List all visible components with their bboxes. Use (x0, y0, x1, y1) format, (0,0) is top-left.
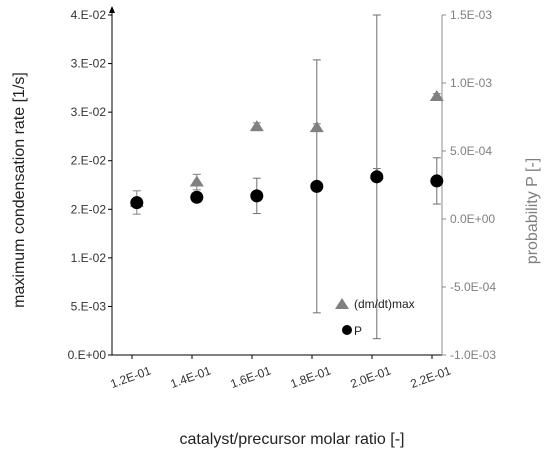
y-left-tick-label: 2.E-02 (71, 202, 107, 216)
x-tick-label: 1.8E-01 (288, 363, 333, 391)
y-axis-left-arrow (109, 6, 115, 13)
y-right-tick-label: 1.0E-03 (450, 76, 492, 90)
data-point-triangle (189, 175, 204, 187)
x-tick-label: 2.2E-01 (408, 363, 453, 391)
data-point-circle (130, 196, 144, 210)
legend: (dm/dt)max P (335, 297, 415, 338)
y-right-tick-label: 5.0E-04 (450, 144, 492, 158)
data-point-circle (370, 170, 384, 184)
legend-label-dmdt: (dm/dt)max (354, 297, 415, 311)
y-left-tick-label: 5.E-03 (71, 299, 107, 313)
y-left-tick-label: 4.E-02 (71, 8, 107, 22)
legend-label-p: P (354, 324, 362, 338)
x-tick-label: 1.6E-01 (228, 363, 273, 391)
y-axis-title-left: maximum condensation rate [1/s] (11, 72, 28, 308)
y-right-tick-label: 0.0E+00 (450, 212, 495, 226)
data-point-triangle (309, 121, 324, 133)
y-axis-title-right: probability P [-] (524, 158, 541, 264)
x-tick-label: 2.0E-01 (348, 363, 393, 391)
data-marks (129, 90, 444, 210)
y-left-tick-label: 0.E+00 (68, 348, 107, 362)
y-left-tick-label: 1.E-02 (71, 251, 107, 265)
axes (108, 6, 446, 359)
x-tick-label: 1.4E-01 (168, 363, 213, 391)
legend-marker-p (342, 325, 352, 335)
error-bars (132, 14, 441, 340)
y-left-tick-label: 3.E-02 (71, 105, 107, 119)
x-tick-label: 1.2E-01 (108, 363, 153, 391)
y-left-tick-label: 2.E-02 (71, 154, 107, 168)
data-point-circle (310, 179, 324, 193)
data-point-circle (430, 174, 444, 188)
y-right-tick-label: 1.5E-03 (450, 8, 492, 22)
y-right-tick-label: -1.0E-03 (450, 348, 496, 362)
data-point-circle (250, 189, 264, 203)
legend-marker-dmdt (335, 298, 349, 309)
data-point-triangle (429, 90, 444, 101)
data-point-circle (190, 190, 204, 204)
x-axis-title: catalyst/precursor molar ratio [-] (180, 431, 405, 448)
data-point-triangle (249, 120, 264, 132)
y-right-tick-label: -5.0E-04 (450, 280, 496, 294)
y-left-tick-label: 3.E-02 (71, 57, 107, 71)
